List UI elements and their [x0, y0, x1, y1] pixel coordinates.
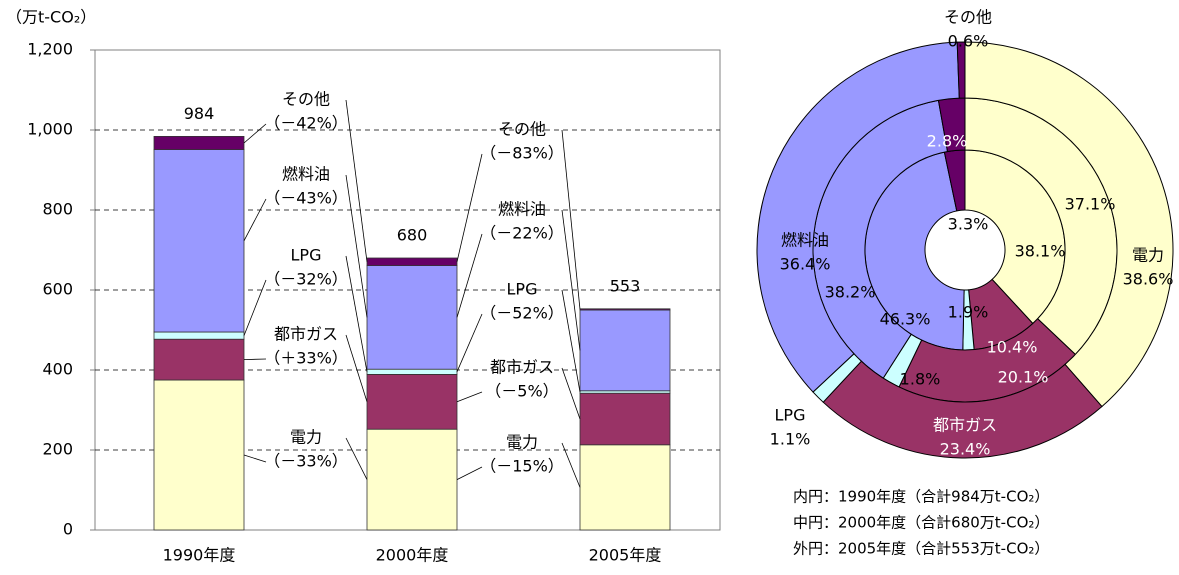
leader-line [561, 209, 581, 351]
slice-label: 37.1% [1065, 195, 1116, 214]
slice-label: 46.3% [880, 310, 931, 329]
bar-segment [153, 149, 245, 333]
slice-name: 都市ガス [933, 416, 997, 435]
callout-change: （－5%） [485, 382, 558, 401]
callout-change: （＋33%） [264, 349, 348, 368]
bar-segment [366, 265, 458, 370]
leader-line [456, 153, 483, 262]
y-tick-label: 200 [42, 440, 73, 459]
legend-note: 外円：2005年度（合計553万t-CO₂） [793, 540, 1049, 558]
bar-segment [153, 135, 245, 150]
callout-change: （－43%） [264, 189, 348, 208]
x-tick-label: 2000年度 [376, 546, 449, 565]
leader-line [456, 313, 483, 372]
callout-name: その他 [282, 90, 330, 109]
slice-label: 36.4% [780, 255, 831, 274]
callout-change: （－33%） [264, 452, 348, 471]
bar-segment [579, 444, 671, 531]
slice-label: 10.4% [987, 338, 1038, 357]
x-tick-label: 1990年度 [163, 546, 236, 565]
bar-segment [579, 392, 671, 446]
slice-label: 2.8% [927, 132, 968, 151]
leader-line [561, 367, 581, 420]
bar-segment [153, 379, 245, 531]
leader-line [243, 198, 267, 241]
slice-label: 1.8% [900, 370, 941, 389]
slice-label: 20.1% [998, 368, 1049, 387]
slice-label: 0.6% [948, 32, 989, 51]
slice-label: 23.4% [940, 440, 991, 459]
leader-line [345, 334, 368, 402]
y-tick-label: 800 [42, 200, 73, 219]
callout-change: （－52%） [480, 304, 564, 323]
callout-change: （－32%） [264, 270, 348, 289]
y-tick-label: 400 [42, 360, 73, 379]
callout-name: 電力 [290, 428, 322, 447]
bar-segment [153, 331, 245, 340]
callout-name: その他 [498, 120, 546, 139]
callout-change: （－22%） [480, 224, 564, 243]
leader-line [456, 466, 483, 480]
leader-line [345, 437, 368, 480]
callout-name: LPG [291, 246, 322, 265]
total-label: 680 [397, 226, 428, 245]
donut-slice [964, 41, 1174, 408]
slice-name: 電力 [1132, 246, 1164, 265]
y-tick-label: 1,000 [27, 120, 73, 139]
y-tick-label: 600 [42, 280, 73, 299]
callout-change: （－83%） [480, 144, 564, 163]
bar-segment [366, 373, 458, 430]
callout-name: LPG [507, 280, 538, 299]
slice-label: 38.6% [1123, 270, 1174, 289]
y-tick-label: 1,200 [27, 40, 73, 59]
callout-name: 都市ガス [274, 325, 338, 344]
callout-change: （－15%） [480, 457, 564, 476]
leader-line [345, 99, 368, 262]
y-axis-label: （万t-CO₂） [6, 8, 96, 27]
callout-change: （－42%） [264, 114, 348, 133]
total-label: 553 [610, 276, 641, 295]
bar-segment [579, 309, 671, 392]
x-tick-label: 2005年度 [589, 546, 662, 565]
bar-segment [153, 338, 245, 381]
slice-label: 38.1% [1015, 242, 1066, 261]
bar-segment [366, 257, 458, 266]
slice-name: その他 [944, 8, 992, 27]
y-tick-label: 0 [63, 520, 73, 539]
callout-name: 燃料油 [282, 165, 330, 184]
leader-line [561, 289, 581, 393]
slice-name: LPG [775, 406, 806, 425]
donut-slice [956, 41, 966, 99]
slice-label: 1.9% [948, 303, 989, 322]
leader-line [561, 129, 581, 310]
legend-note: 中円：2000年度（合計680万t-CO₂） [793, 514, 1049, 532]
leader-line [345, 255, 368, 372]
leader-line [243, 454, 267, 463]
bar-segment [579, 308, 671, 311]
leader-line [456, 233, 483, 318]
leader-line [456, 391, 483, 403]
slice-label: 3.3% [948, 215, 989, 234]
leader-line [561, 442, 581, 488]
slice-label: 38.2% [825, 283, 876, 302]
slice-name: 燃料油 [781, 231, 829, 250]
legend-note: 内円：1990年度（合計984万t-CO₂） [793, 488, 1049, 506]
total-label: 984 [184, 104, 215, 123]
bar-segment [366, 368, 458, 375]
callout-name: 電力 [506, 433, 538, 452]
callout-name: 燃料油 [498, 200, 546, 219]
callout-name: 都市ガス [490, 358, 554, 377]
leader-line [345, 174, 368, 318]
slice-label: 1.1% [770, 430, 811, 449]
leader-line [243, 279, 267, 336]
leader-line [243, 123, 267, 144]
bar-segment [366, 428, 458, 531]
leader-line [243, 358, 267, 360]
donut-slice [756, 41, 960, 393]
